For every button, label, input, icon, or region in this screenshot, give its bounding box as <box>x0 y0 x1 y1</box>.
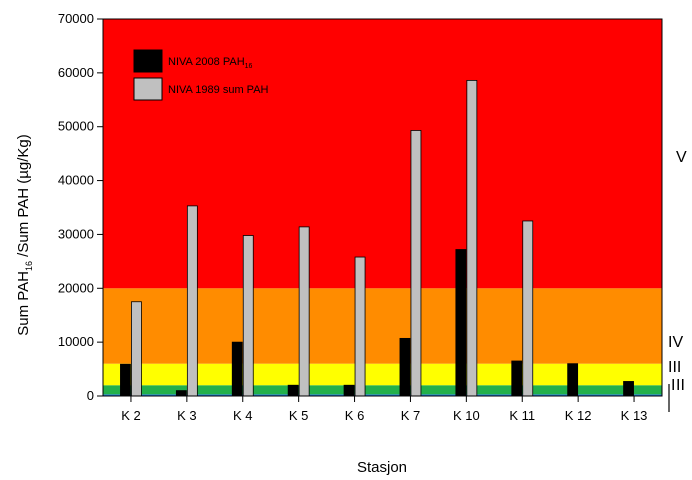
bar-s1-2 <box>242 235 254 397</box>
bar-s1-1 <box>186 205 198 397</box>
legend: NIVA 2008 PAH16 NIVA 1989 sum PAH <box>133 49 269 101</box>
bar-s0-5 <box>399 337 411 397</box>
legend-swatch-2008 <box>133 49 163 73</box>
legend-label-2008-sub: 16 <box>245 63 253 70</box>
x-tick-label-3: K 5 <box>289 408 309 423</box>
bar-s1-0 <box>131 301 142 397</box>
y-axis-title-prefix: Sum PAH <box>15 271 32 336</box>
y-axis-title-suffix: /Sum PAH (µg/Kg) <box>15 134 32 261</box>
x-tick-label-6: K 10 <box>453 408 480 423</box>
class-band-3 <box>103 288 662 364</box>
y-axis-title-sub: 16 <box>24 261 34 271</box>
class-band-2 <box>103 363 662 386</box>
x-tick-label-4: K 6 <box>345 408 365 423</box>
class-band-0 <box>103 394 662 396</box>
y-tick-label-7: 70000 <box>58 11 94 26</box>
x-tick-label-1: K 3 <box>177 408 197 423</box>
x-ticks: K 2 K 3 K 4 K 5 K 6 K 7 K 10 K 11 K 12 K 13 <box>121 396 647 423</box>
class-label-1: II <box>676 377 685 394</box>
class-label-3: IV <box>668 334 683 351</box>
class-band-1 <box>103 385 662 395</box>
y-tick-label-6: 60000 <box>58 65 94 80</box>
legend-label-1989: NIVA 1989 sum PAH <box>168 84 269 96</box>
bar-s0-4 <box>343 384 355 397</box>
bar-s1-6 <box>466 79 478 397</box>
legend-label-2008: NIVA 2008 PAH16 <box>168 56 253 70</box>
y-axis-title: Sum PAH16 /Sum PAH (µg/Kg) <box>15 134 34 336</box>
x-tick-label-2: K 4 <box>233 408 253 423</box>
bar-s1-5 <box>410 130 422 397</box>
y-tick-label-5: 50000 <box>58 119 94 134</box>
class-bands <box>103 19 662 396</box>
bar-s0-7 <box>511 360 523 397</box>
bar-s1-3 <box>298 226 310 397</box>
class-label-4: V <box>676 149 687 166</box>
y-tick-label-4: 40000 <box>58 173 94 188</box>
class-label-0: I <box>671 377 675 394</box>
y-tick-label-1: 10000 <box>58 334 94 349</box>
bar-s0-0 <box>120 363 131 397</box>
bar-s0-2 <box>231 341 243 397</box>
x-tick-label-7: K 11 <box>509 408 535 423</box>
bar-s0-9 <box>623 381 634 397</box>
bar-s1-7 <box>522 220 534 397</box>
y-tick-label-2: 20000 <box>58 280 94 295</box>
legend-label-2008-text: NIVA 2008 PAH <box>168 56 245 68</box>
class-label-2: III <box>668 359 681 376</box>
bar-s0-8 <box>567 363 579 397</box>
x-tick-label-0: K 2 <box>121 408 141 423</box>
x-tick-label-9: K 13 <box>621 408 648 423</box>
bar-s0-3 <box>287 384 299 397</box>
bar-s0-6 <box>455 249 467 397</box>
x-tick-label-5: K 7 <box>401 408 421 423</box>
x-tick-label-8: K 12 <box>565 408 592 423</box>
axes <box>102 18 663 397</box>
bar-s0-1 <box>175 390 187 397</box>
legend-swatch-1989 <box>133 77 163 101</box>
y-tick-label-3: 30000 <box>58 226 94 241</box>
bar-s1-4 <box>354 256 366 397</box>
x-axis-title: Stasjon <box>357 459 407 476</box>
bars <box>120 79 634 397</box>
y-ticks: 0 10000 20000 30000 40000 50000 60000 70000 <box>58 11 103 403</box>
y-tick-label-0: 0 <box>87 388 94 403</box>
plot-frame <box>102 18 663 397</box>
